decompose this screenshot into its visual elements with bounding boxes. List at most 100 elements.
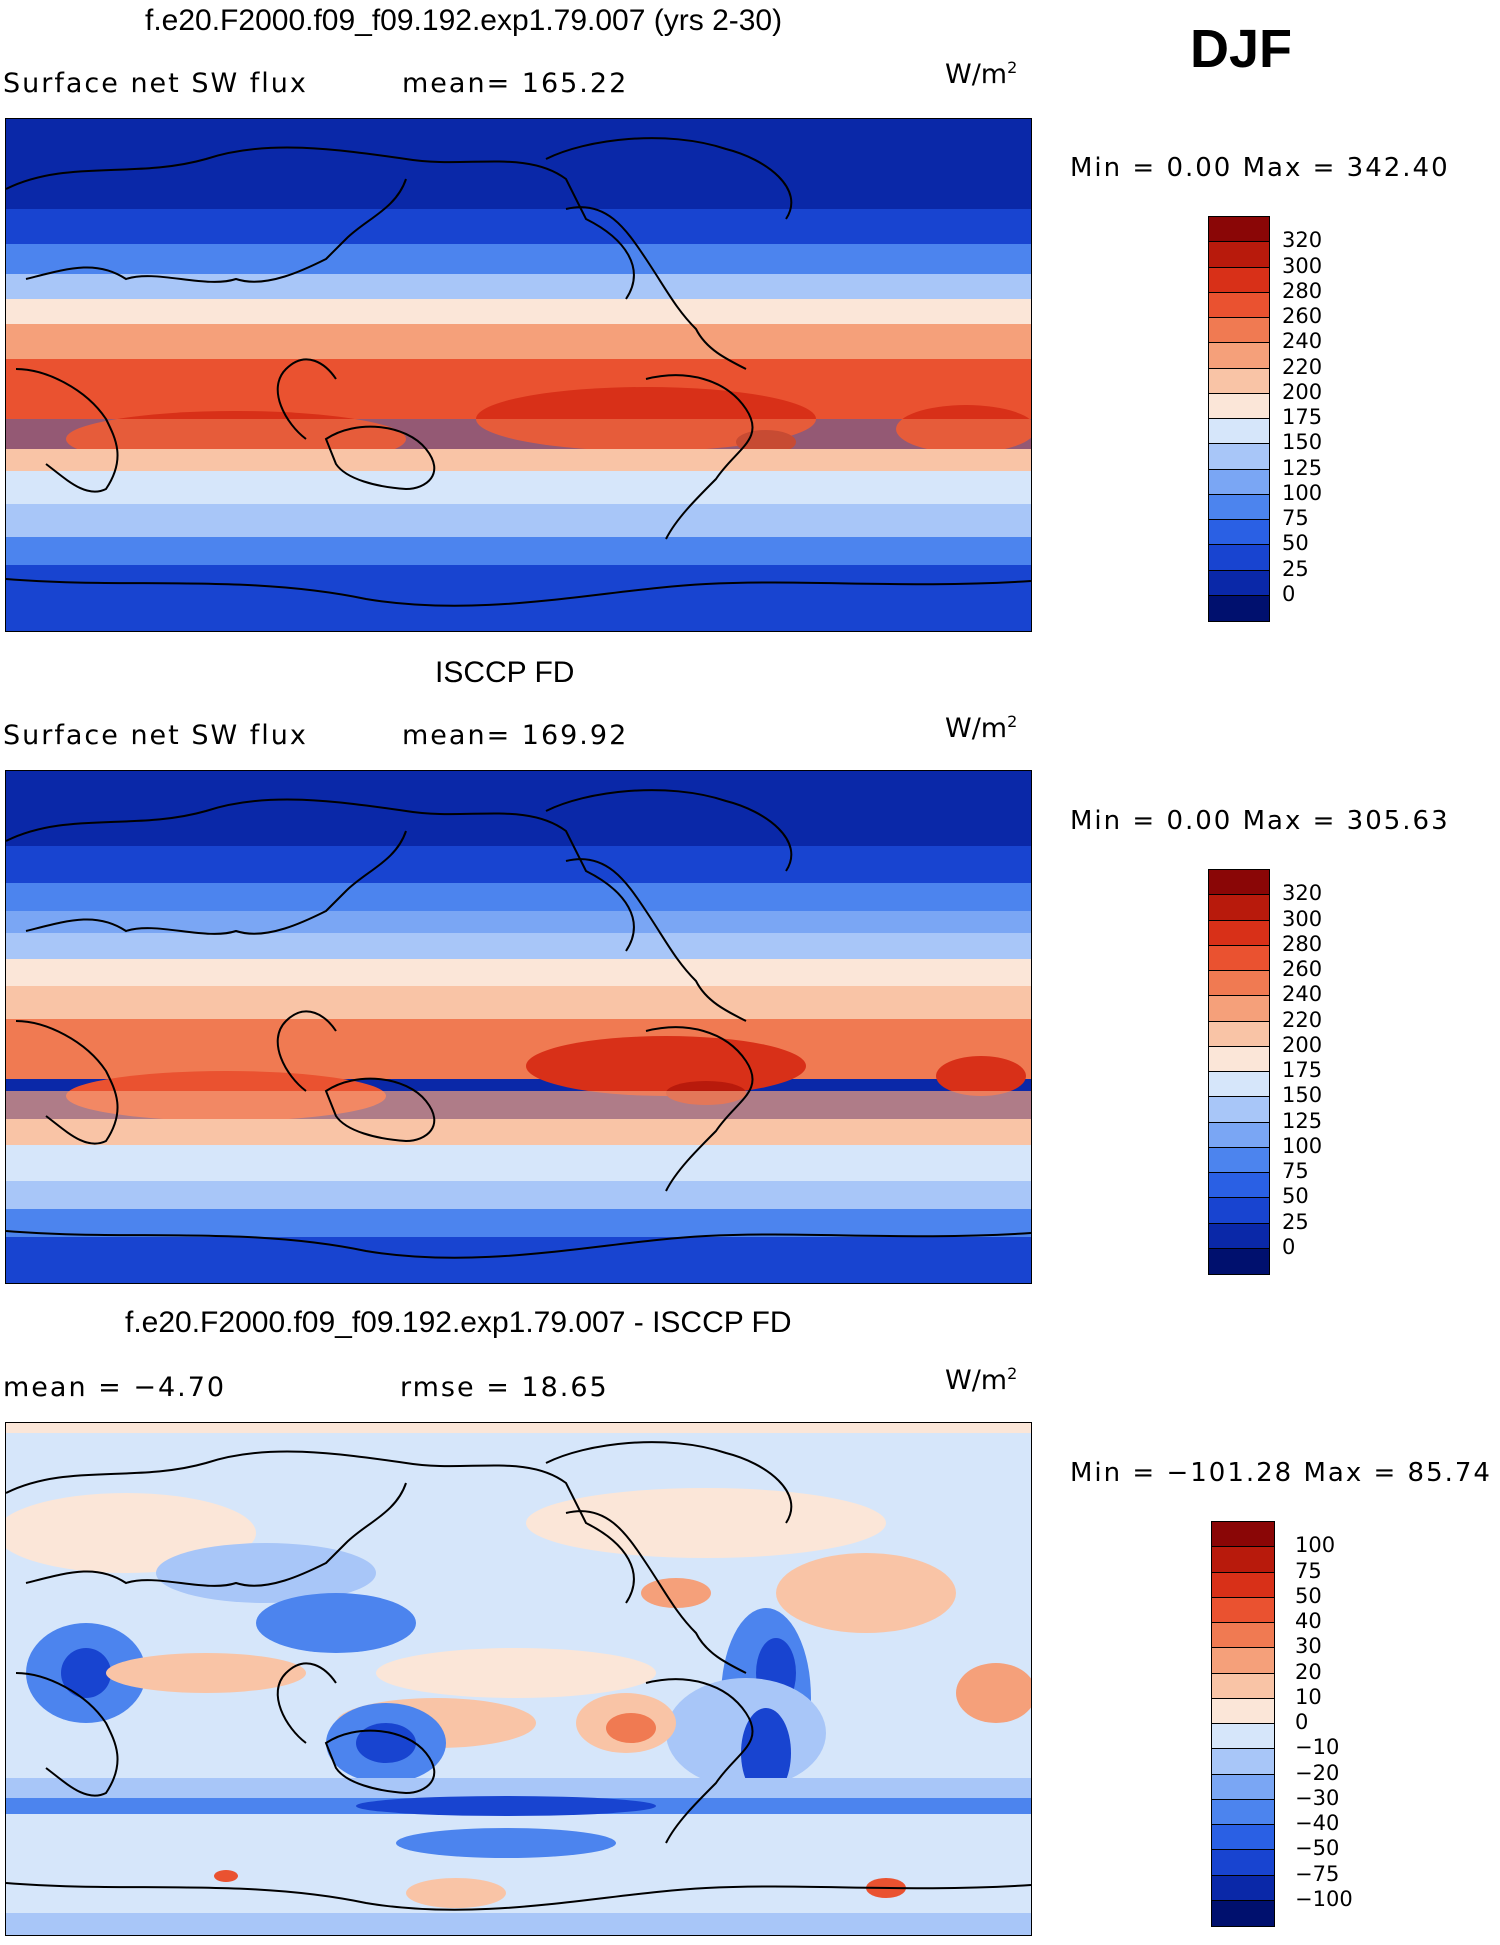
- colorbar-tick-label: 75: [1282, 506, 1309, 530]
- colorbar-swatch: [1209, 1173, 1269, 1199]
- colorbar-tick-label: −100: [1295, 1886, 1353, 1911]
- colorbar-swatch: [1212, 1673, 1274, 1699]
- field-name-label: Surface net SW flux: [3, 720, 308, 751]
- colorbar-swatch: [1209, 1122, 1269, 1148]
- season-label: DJF: [1190, 19, 1293, 79]
- colorbar-tick-label: 280: [1282, 278, 1323, 303]
- colorbar-swatch: [1209, 368, 1269, 394]
- colorbar-tick-label: 220: [1282, 1007, 1323, 1032]
- colorbar-tick-label: 0: [1295, 1710, 1309, 1734]
- colorbar-swatch: [1209, 570, 1269, 596]
- colorbar-diff: [1211, 1521, 1275, 1927]
- colorbar-tick-label: 0: [1282, 1234, 1296, 1259]
- colorbar-swatch: [1209, 242, 1269, 268]
- mean-label: mean = −4.70: [3, 1372, 227, 1403]
- colorbar-tick-label: 150: [1282, 1083, 1323, 1108]
- colorbar-tick-label: 100: [1282, 1133, 1323, 1158]
- colorbar-swatch: [1212, 1572, 1274, 1598]
- colorbar-tick-label: 320: [1282, 228, 1323, 253]
- panel-title: f.e20.F2000.f09_f09.192.exp1.79.007 (yrs…: [145, 4, 783, 37]
- map-obs: [5, 770, 1032, 1284]
- colorbar-swatch: [1212, 1875, 1274, 1901]
- colorbar-tick-label: 300: [1282, 253, 1323, 278]
- colorbar-tick-label: 280: [1282, 931, 1323, 956]
- colorbar-tick-label: 25: [1282, 1209, 1309, 1234]
- colorbar-swatch: [1209, 217, 1269, 243]
- colorbar-swatch: [1209, 292, 1269, 318]
- colorbar-swatch: [1209, 1021, 1269, 1047]
- colorbar-tick-label: 240: [1282, 329, 1323, 354]
- colorbar-swatch: [1209, 444, 1269, 470]
- colorbar-swatch: [1209, 494, 1269, 520]
- colorbar-swatch: [1209, 1046, 1269, 1072]
- colorbar-tick-label: −10: [1295, 1735, 1340, 1760]
- contour-map-model: [6, 119, 1031, 631]
- colorbar-tick-label: 50: [1282, 531, 1309, 556]
- colorbar-tick-label: 10: [1295, 1684, 1322, 1709]
- colorbar-swatch: [1209, 920, 1269, 946]
- colorbar-tick-label: 20: [1295, 1659, 1322, 1684]
- colorbar-tick-label: 50: [1295, 1583, 1322, 1608]
- colorbar-tick-label: 320: [1282, 881, 1323, 906]
- colorbar-swatch: [1209, 1147, 1269, 1173]
- colorbar-swatch: [1212, 1850, 1274, 1876]
- colorbar-swatch: [1209, 1248, 1269, 1274]
- colorbar-tick-label: 40: [1295, 1609, 1322, 1633]
- colorbar-swatch: [1209, 1097, 1269, 1123]
- colorbar-model: [1208, 216, 1270, 622]
- colorbar-tick-label: 25: [1282, 556, 1309, 581]
- colorbar-swatch: [1212, 1522, 1274, 1548]
- colorbar-tick-label: 50: [1282, 1184, 1309, 1209]
- colorbar-swatch: [1209, 895, 1269, 921]
- colorbar-swatch: [1209, 419, 1269, 445]
- colorbar-swatch: [1209, 971, 1269, 997]
- colorbar-swatch: [1209, 1198, 1269, 1224]
- contour-map-obs: [6, 771, 1031, 1283]
- units-label: W/m2: [945, 712, 1018, 744]
- colorbar-tick-label: 125: [1282, 1108, 1323, 1133]
- colorbar-tick-label: −50: [1295, 1836, 1340, 1861]
- panel-title: ISCCP FD: [435, 656, 575, 689]
- colorbar-swatch: [1212, 1900, 1274, 1926]
- units-label: W/m2: [945, 1364, 1018, 1396]
- mean-label: mean= 169.92: [402, 720, 629, 751]
- colorbar-swatch: [1212, 1698, 1274, 1724]
- colorbar-tick-label: 260: [1282, 957, 1323, 981]
- colorbar-tick-label: 300: [1282, 906, 1323, 931]
- colorbar-tick-label: 100: [1295, 1533, 1336, 1558]
- colorbar-tick-label: 30: [1295, 1634, 1322, 1659]
- colorbar-ticks-diff: 100 75 50 40 30 20 10 0 −10 −20 −30 −40 −50 −75 −100: [1295, 1521, 1385, 1925]
- colorbar-swatch: [1209, 870, 1269, 896]
- colorbar-swatch: [1212, 1724, 1274, 1750]
- units-label: W/m2: [945, 58, 1018, 90]
- colorbar-tick-label: 175: [1282, 1058, 1323, 1082]
- colorbar-tick-label: −75: [1295, 1861, 1340, 1886]
- colorbar-swatch: [1212, 1547, 1274, 1573]
- colorbar-tick-label: 150: [1282, 430, 1323, 455]
- colorbar-tick-label: 260: [1282, 304, 1323, 328]
- colorbar-tick-label: 200: [1282, 379, 1323, 404]
- minmax-label: Min = 0.00 Max = 305.63: [1070, 806, 1450, 836]
- colorbar-swatch: [1212, 1799, 1274, 1825]
- colorbar-swatch: [1212, 1597, 1274, 1623]
- colorbar-tick-label: 175: [1282, 405, 1323, 429]
- colorbar-tick-label: −20: [1295, 1760, 1340, 1785]
- colorbar-tick-label: 125: [1282, 455, 1323, 480]
- contour-map-diff: [6, 1423, 1031, 1935]
- colorbar-ticks-model: 320 300 280 260 240 220 200 175 150 125 100 75 50 25 0: [1282, 216, 1362, 620]
- colorbar-swatch: [1209, 520, 1269, 546]
- colorbar-swatch: [1212, 1749, 1274, 1775]
- field-name-label: Surface net SW flux: [3, 68, 308, 99]
- colorbar-swatch: [1209, 267, 1269, 293]
- colorbar-swatch: [1209, 595, 1269, 621]
- colorbar-tick-label: −40: [1295, 1811, 1340, 1835]
- colorbar-swatch: [1209, 469, 1269, 495]
- colorbar-tick-label: −30: [1295, 1785, 1340, 1810]
- minmax-label: Min = −101.28 Max = 85.74: [1070, 1458, 1492, 1488]
- colorbar-swatch: [1209, 545, 1269, 571]
- colorbar-swatch: [1209, 945, 1269, 971]
- map-diff: [5, 1422, 1032, 1936]
- colorbar-swatch: [1212, 1648, 1274, 1674]
- colorbar-swatch: [1209, 996, 1269, 1022]
- minmax-label: Min = 0.00 Max = 342.40: [1070, 153, 1450, 183]
